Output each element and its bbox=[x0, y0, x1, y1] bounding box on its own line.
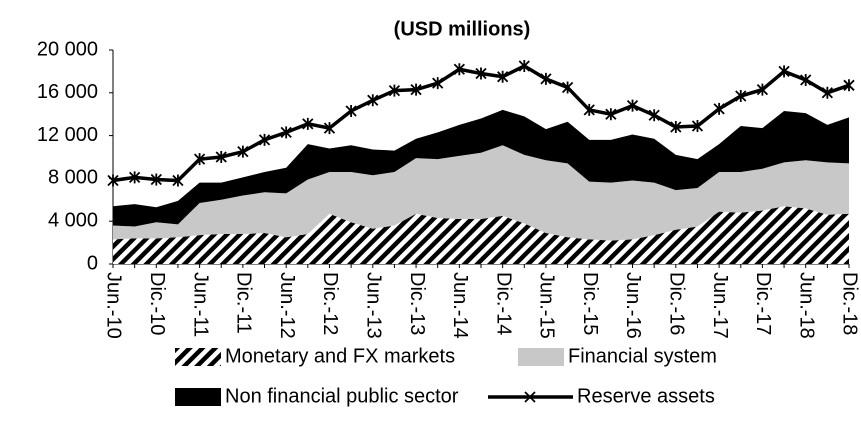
marker bbox=[237, 145, 249, 158]
marker bbox=[691, 119, 704, 132]
marker bbox=[561, 81, 574, 94]
y-tick-label: 12 000 bbox=[37, 124, 98, 146]
legend-item: Reserve assets bbox=[488, 385, 715, 407]
marker bbox=[345, 104, 357, 117]
legend-swatch bbox=[175, 348, 221, 366]
marker bbox=[410, 83, 422, 96]
area bbox=[113, 109, 849, 227]
chart-title: (USD millions) bbox=[394, 18, 531, 40]
marker bbox=[497, 70, 509, 83]
marker bbox=[756, 83, 769, 96]
marker bbox=[172, 174, 184, 187]
marker bbox=[843, 79, 855, 92]
marker bbox=[583, 103, 595, 116]
marker bbox=[713, 102, 725, 115]
x-tick-label: Dic.-10 bbox=[146, 272, 168, 335]
area bbox=[113, 206, 849, 264]
marker bbox=[150, 173, 162, 186]
legend-item: Monetary and FX markets bbox=[175, 345, 455, 367]
marker bbox=[432, 77, 444, 90]
y-tick-label: 20 000 bbox=[37, 38, 98, 60]
x-tick-label: Dic.-12 bbox=[319, 272, 341, 335]
x-tick-label: Dic.-11 bbox=[233, 272, 255, 334]
x-tick-label: Dic.-15 bbox=[579, 272, 601, 335]
legend-item: Non financial public sector bbox=[175, 385, 459, 407]
marker bbox=[215, 151, 227, 163]
marker bbox=[670, 121, 682, 134]
x-tick-label: Dic.-18 bbox=[839, 272, 861, 335]
marker bbox=[648, 109, 660, 122]
x-tick-label: Dic.-17 bbox=[752, 272, 774, 335]
x-tick-label: Jun.-17 bbox=[709, 272, 731, 339]
y-tick-label: 16 000 bbox=[37, 81, 98, 103]
marker bbox=[193, 153, 206, 166]
marker bbox=[778, 65, 790, 78]
marker bbox=[821, 86, 833, 99]
x-tick-label: Dic.-16 bbox=[666, 272, 688, 335]
legend-marker bbox=[524, 391, 536, 403]
legend-label: Reserve assets bbox=[577, 385, 715, 407]
legend-item: Financial system bbox=[518, 345, 717, 367]
marker bbox=[800, 73, 812, 86]
legend-swatch bbox=[175, 388, 221, 406]
x-tick-label: Jun.-15 bbox=[536, 272, 558, 339]
x-tick-label: Jun.-11 bbox=[189, 272, 211, 337]
y-tick-label: 0 bbox=[87, 252, 98, 274]
x-tick-label: Jun.-13 bbox=[362, 272, 384, 339]
marker bbox=[107, 174, 119, 187]
marker bbox=[280, 126, 292, 139]
legend-label: Monetary and FX markets bbox=[225, 345, 455, 367]
x-tick-label: Jun.-14 bbox=[449, 272, 471, 339]
x-tick-label: Jun.-16 bbox=[622, 272, 644, 339]
marker bbox=[129, 171, 141, 184]
x-tick-label: Dic.-14 bbox=[492, 272, 514, 335]
x-tick-label: Jun.-18 bbox=[795, 272, 817, 339]
marker bbox=[475, 67, 487, 80]
area bbox=[113, 145, 849, 241]
marker bbox=[367, 94, 379, 107]
marker bbox=[323, 122, 336, 135]
marker bbox=[258, 133, 271, 146]
marker bbox=[302, 117, 314, 130]
x-tick-label: Jun.-12 bbox=[276, 272, 298, 339]
x-tick-label: Dic.-13 bbox=[406, 272, 428, 335]
x-tick-label: Jun.-10 bbox=[103, 272, 125, 339]
legend-label: Financial system bbox=[568, 345, 717, 367]
marker bbox=[605, 108, 617, 121]
marker bbox=[540, 72, 552, 85]
marker bbox=[388, 84, 401, 97]
legend-swatch bbox=[518, 348, 564, 366]
marker bbox=[518, 60, 530, 73]
marker bbox=[626, 99, 639, 112]
y-tick-label: 8 000 bbox=[48, 167, 98, 189]
marker bbox=[735, 90, 747, 103]
y-tick-label: 4 000 bbox=[48, 209, 98, 231]
marker bbox=[453, 63, 465, 76]
legend-label: Non financial public sector bbox=[225, 385, 459, 407]
